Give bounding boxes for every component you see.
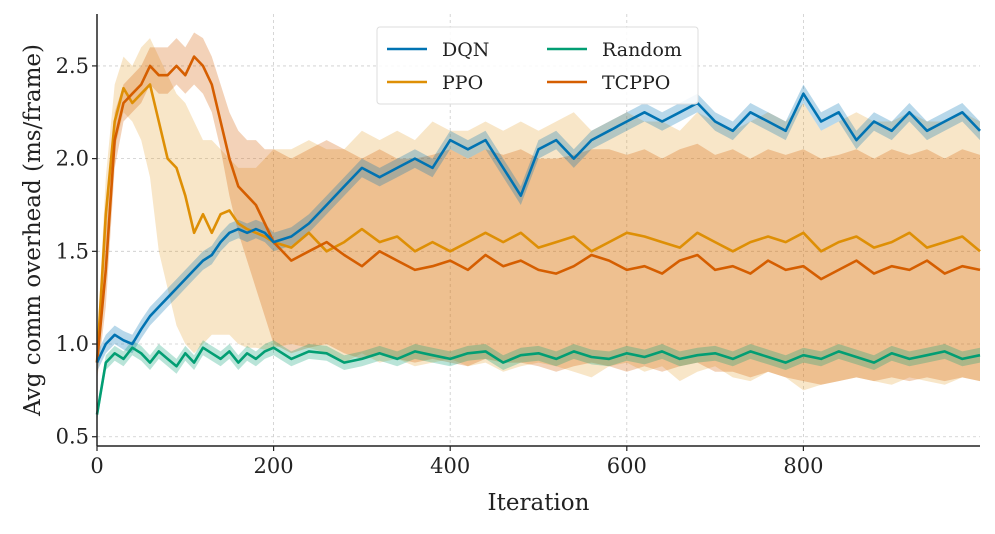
axes — [96, 14, 980, 447]
confidence-bands — [97, 32, 980, 422]
series-lines — [95, 55, 981, 415]
legend: DQN Random PPO TCPPO — [376, 26, 699, 105]
legend-label-random: Random — [602, 39, 682, 61]
y-tick-label: 1.0 — [56, 332, 89, 356]
y-axis-ticks: 0.5 1.0 1.5 2.0 2.5 — [56, 54, 97, 449]
series-line-tcppo — [95, 55, 981, 363]
x-tick-label: 200 — [254, 454, 294, 478]
series-line-dqn — [95, 92, 981, 364]
band-dqn — [97, 84, 980, 372]
x-axis-ticks: 0 200 400 600 800 — [90, 446, 823, 478]
band-ppo — [97, 38, 980, 391]
series-line-random — [95, 346, 981, 415]
y-tick-label: 0.5 — [56, 425, 89, 449]
legend-label-ppo: PPO — [442, 72, 483, 94]
y-axis-title: Avg comm overhead (ms/frame) — [20, 44, 46, 417]
series-line-ppo — [95, 83, 981, 363]
x-tick-label: 600 — [607, 454, 647, 478]
band-random — [97, 340, 980, 422]
x-axis-title: Iteration — [488, 490, 590, 516]
x-tick-label: 800 — [783, 454, 823, 478]
legend-label-tcppo: TCPPO — [602, 72, 670, 94]
legend-box — [376, 26, 699, 105]
y-tick-label: 2.0 — [56, 147, 89, 171]
y-tick-label: 2.5 — [56, 54, 89, 78]
x-tick-label: 0 — [90, 454, 103, 478]
y-tick-label: 1.5 — [56, 239, 89, 263]
legend-label-dqn: DQN — [442, 39, 489, 61]
x-tick-label: 400 — [430, 454, 470, 478]
band-tcppo — [97, 32, 980, 385]
